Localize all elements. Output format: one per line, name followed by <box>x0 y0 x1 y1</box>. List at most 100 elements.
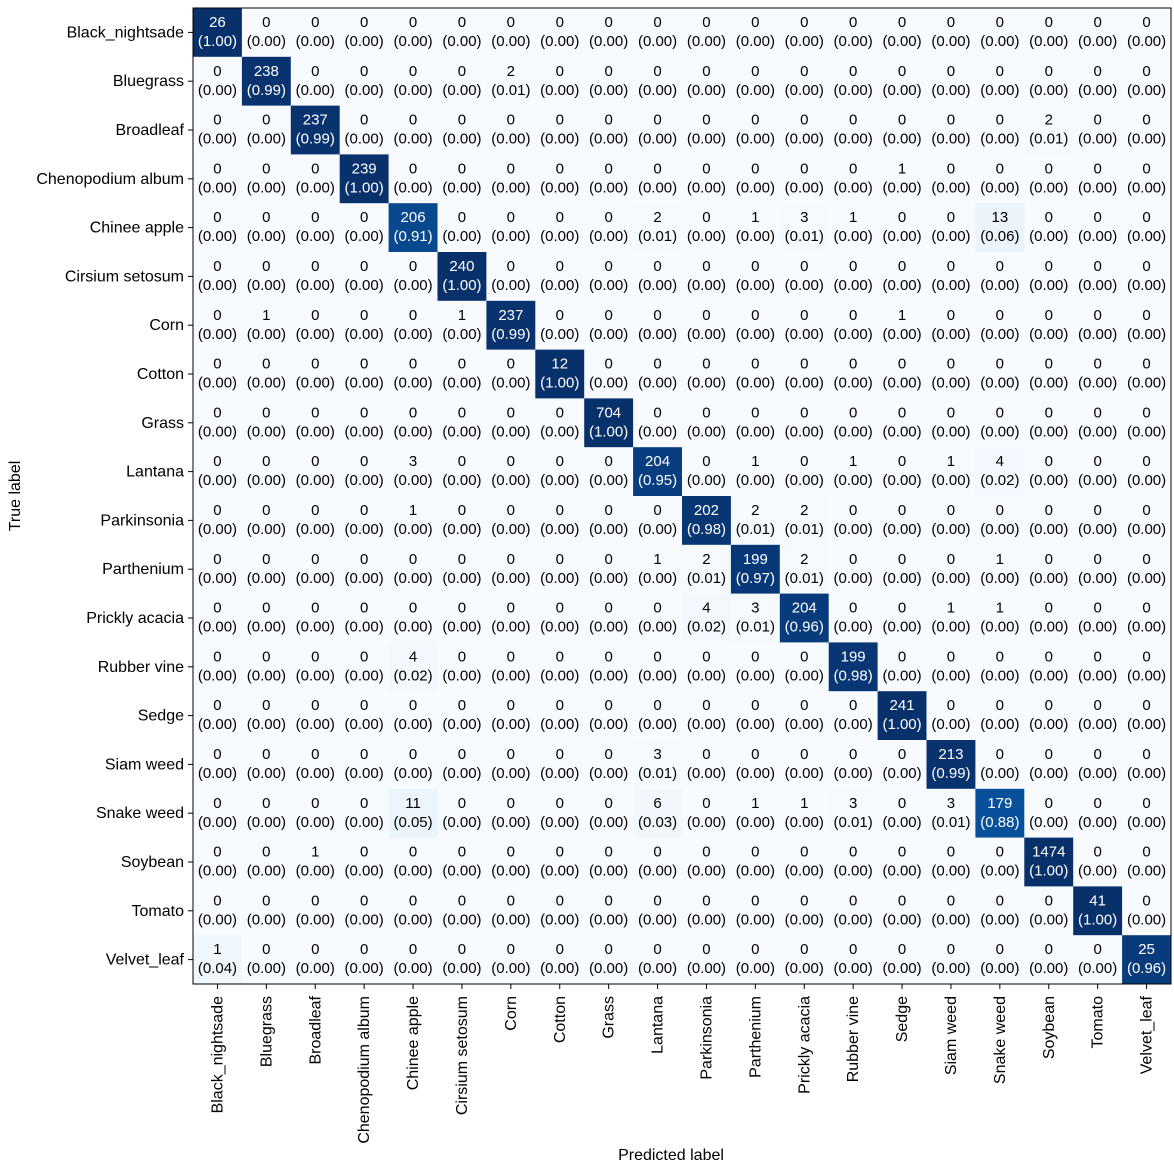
cell-normalized-label: (0.00) <box>882 228 921 245</box>
cell-count-label: 0 <box>1142 551 1150 568</box>
cell-count-label: 0 <box>213 160 221 177</box>
cell-count-label: 26 <box>209 14 226 31</box>
cell-count-label: 1 <box>849 453 857 470</box>
cell-count-label: 0 <box>311 600 319 617</box>
cell-count-label: 2 <box>507 63 515 80</box>
cell-count-label: 0 <box>311 63 319 80</box>
heatmap-cell <box>535 447 585 497</box>
heatmap-cell <box>486 788 536 839</box>
cell-normalized-label: (0.00) <box>589 814 628 831</box>
cell-normalized-label: (0.00) <box>491 765 530 782</box>
cell-normalized-label: (0.00) <box>1127 82 1166 99</box>
cell-count-label: 0 <box>751 941 759 958</box>
y-tick-label: Bluegrass <box>113 73 184 90</box>
cell-normalized-label: (0.00) <box>834 326 873 343</box>
cell-normalized-label: (0.00) <box>687 326 726 343</box>
cell-normalized-label: (0.00) <box>1029 960 1068 977</box>
cell-normalized-label: (0.00) <box>834 521 873 538</box>
heatmap-cell <box>926 203 976 253</box>
heatmap-cell <box>730 544 781 595</box>
cell-normalized-label: (0.00) <box>491 33 530 50</box>
heatmap-cell <box>730 740 781 790</box>
cell-count-label: 0 <box>556 892 564 909</box>
cell-normalized-label: (0.00) <box>589 277 628 294</box>
cell-normalized-label: (0.99) <box>491 326 530 343</box>
heatmap-cell <box>779 691 830 741</box>
cell-normalized-label: (0.00) <box>931 619 970 636</box>
cell-normalized-label: (0.02) <box>393 667 432 684</box>
cell-count-label: 0 <box>849 697 857 714</box>
cell-count-label: 0 <box>409 404 417 421</box>
heatmap-cell <box>437 447 487 497</box>
cell-count-label: 0 <box>898 941 906 958</box>
x-tick-labels: Black_nightsade Bluegrass Broadleaf Chenopo… <box>209 984 1156 1144</box>
cell-normalized-label: (0.00) <box>540 228 579 245</box>
cell-count-label: 0 <box>1093 795 1101 812</box>
cell-normalized-label: (0.00) <box>540 33 579 50</box>
cell-normalized-label: (0.00) <box>980 179 1019 196</box>
cell-normalized-label: (0.00) <box>1078 667 1117 684</box>
cell-count-label: 0 <box>800 697 808 714</box>
cell-normalized-label: (0.00) <box>785 765 824 782</box>
cell-normalized-label: (0.00) <box>198 179 237 196</box>
cell-normalized-label: (0.00) <box>393 716 432 733</box>
heatmap-cell <box>388 496 438 546</box>
cell-normalized-label: (0.00) <box>393 179 432 196</box>
cell-normalized-label: (0.00) <box>834 960 873 977</box>
cell-normalized-label: (0.00) <box>1078 326 1117 343</box>
heatmap-cell <box>877 447 927 497</box>
y-tick-label: Parthenium <box>102 561 184 578</box>
heatmap-cell <box>828 788 879 839</box>
cell-count-label: 0 <box>849 356 857 373</box>
heatmap-cell <box>779 105 830 155</box>
cell-normalized-label: (0.01) <box>638 228 677 245</box>
cell-normalized-label: (0.00) <box>491 716 530 733</box>
cell-normalized-label: (0.00) <box>442 911 481 928</box>
cell-count-label: 0 <box>213 697 221 714</box>
cell-normalized-label: (0.00) <box>393 82 432 99</box>
cell-normalized-label: (0.00) <box>345 33 384 50</box>
heatmap-cell <box>730 203 781 253</box>
heatmap-cell <box>290 398 341 448</box>
cell-count-label: 0 <box>996 502 1004 519</box>
heatmap-cell <box>388 691 438 741</box>
cell-count-label: 0 <box>556 502 564 519</box>
cell-count-label: 13 <box>992 209 1009 226</box>
cell-count-label: 0 <box>556 453 564 470</box>
cell-count-label: 0 <box>653 160 661 177</box>
cell-normalized-label: (0.00) <box>247 423 286 440</box>
heatmap-cell <box>1122 203 1172 253</box>
cell-count-label: 0 <box>409 844 417 861</box>
cell-count-label: 0 <box>653 112 661 129</box>
cell-count-label: 204 <box>792 600 817 617</box>
cell-count-label: 0 <box>262 502 270 519</box>
cell-count-label: 0 <box>1045 746 1053 763</box>
cell-count-label: 0 <box>556 648 564 665</box>
cell-count-label: 0 <box>604 795 612 812</box>
cell-count-label: 0 <box>1045 551 1053 568</box>
x-tick-label: Cotton <box>552 996 569 1043</box>
heatmap-cell <box>975 105 1025 155</box>
heatmap-cell <box>193 300 243 351</box>
heatmap-cell <box>486 56 536 107</box>
heatmap-cell <box>290 8 341 58</box>
cell-normalized-label: (0.00) <box>638 326 677 343</box>
heatmap-cell <box>388 349 438 399</box>
cell-count-label: 0 <box>311 258 319 275</box>
cell-normalized-label: (0.00) <box>638 619 677 636</box>
cell-count-label: 213 <box>938 746 963 763</box>
cell-normalized-label: (0.00) <box>589 911 628 928</box>
cell-normalized-label: (0.00) <box>442 863 481 880</box>
cell-count-label: 0 <box>800 356 808 373</box>
heatmap-cell <box>584 252 634 302</box>
cell-count-label: 0 <box>262 941 270 958</box>
cell-count-label: 0 <box>311 453 319 470</box>
cell-normalized-label: (0.00) <box>882 814 921 831</box>
cell-count-label: 0 <box>996 746 1004 763</box>
cell-count-label: 0 <box>556 307 564 324</box>
heatmap-cell <box>437 203 487 253</box>
heatmap-cell <box>633 788 683 839</box>
cell-count-label: 0 <box>1045 502 1053 519</box>
cell-count-label: 0 <box>1045 404 1053 421</box>
cell-normalized-label: (0.00) <box>1029 33 1068 50</box>
